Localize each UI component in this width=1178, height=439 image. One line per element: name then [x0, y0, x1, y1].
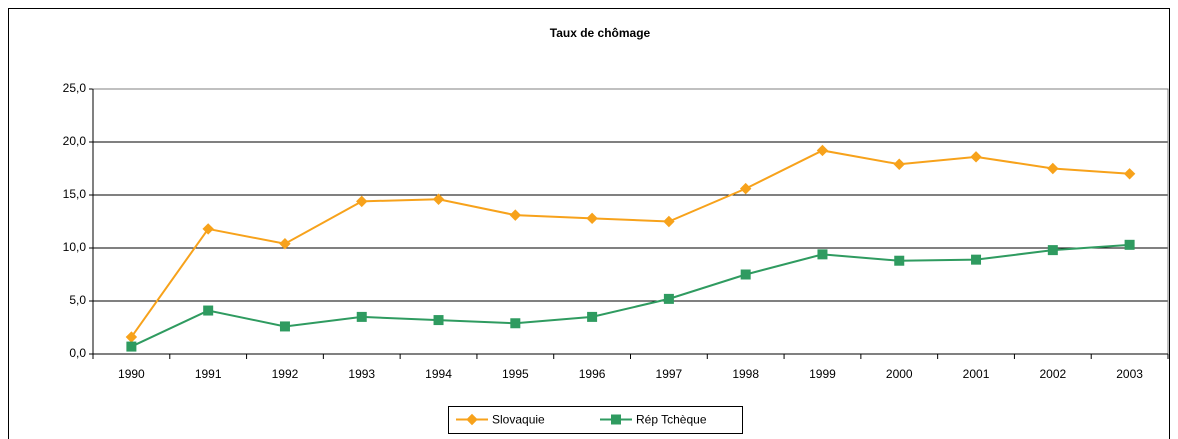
x-tick-label: 1991: [195, 367, 222, 381]
data-point: [432, 193, 445, 205]
series-line: [130, 149, 1130, 338]
data-point: [663, 215, 675, 228]
legend-marker: [466, 413, 478, 426]
data-point: [970, 151, 982, 163]
data-point: [740, 269, 751, 280]
data-point: [739, 182, 752, 195]
data-point: [356, 195, 368, 208]
data-point: [817, 249, 828, 260]
x-tick-label: 2003: [1116, 367, 1143, 381]
x-tick-label: 1990: [118, 367, 145, 381]
x-tick-label: 2001: [963, 367, 990, 381]
data-point: [126, 341, 137, 352]
data-point: [816, 144, 829, 157]
data-point: [433, 315, 444, 326]
data-point: [510, 318, 521, 329]
y-tick-label: 5,0: [69, 293, 86, 307]
y-tick-label: 15,0: [63, 187, 87, 201]
x-tick-label: 1996: [579, 367, 606, 381]
y-tick-label: 20,0: [63, 134, 87, 148]
data-point: [971, 254, 982, 265]
chart-frame: [8, 8, 1170, 439]
data-point: [203, 305, 214, 316]
data-point: [586, 212, 598, 225]
y-tick-label: 25,0: [63, 81, 87, 95]
legend-label: Slovaquie: [492, 413, 545, 427]
legend-box: [448, 406, 743, 434]
data-point: [1047, 162, 1059, 175]
x-tick-label: 2000: [886, 367, 913, 381]
y-tick-label: 0,0: [69, 346, 86, 360]
chart-title: Taux de chômage: [550, 26, 651, 40]
data-point: [893, 158, 905, 170]
data-point: [509, 209, 522, 221]
y-tick-label: 10,0: [63, 240, 87, 254]
x-tick-label: 1997: [656, 367, 683, 381]
data-point: [894, 255, 905, 266]
data-point: [1124, 239, 1135, 250]
x-tick-label: 1992: [272, 367, 299, 381]
x-tick-label: 2002: [1039, 367, 1066, 381]
x-tick-label: 1999: [809, 367, 836, 381]
data-point: [663, 293, 674, 304]
data-point: [279, 238, 291, 250]
data-point: [1123, 168, 1136, 180]
legend-label: Rép Tchèque: [636, 413, 707, 427]
x-tick-label: 1998: [732, 367, 759, 381]
data-point: [279, 321, 290, 332]
data-point: [587, 311, 598, 322]
x-tick-label: 1994: [425, 367, 452, 381]
data-point: [1047, 245, 1058, 256]
data-point: [202, 223, 214, 235]
x-tick-label: 1993: [348, 367, 375, 381]
legend-marker: [611, 414, 621, 425]
x-tick-label: 1995: [502, 367, 529, 381]
series-line: [130, 243, 1130, 348]
data-point: [356, 311, 367, 322]
